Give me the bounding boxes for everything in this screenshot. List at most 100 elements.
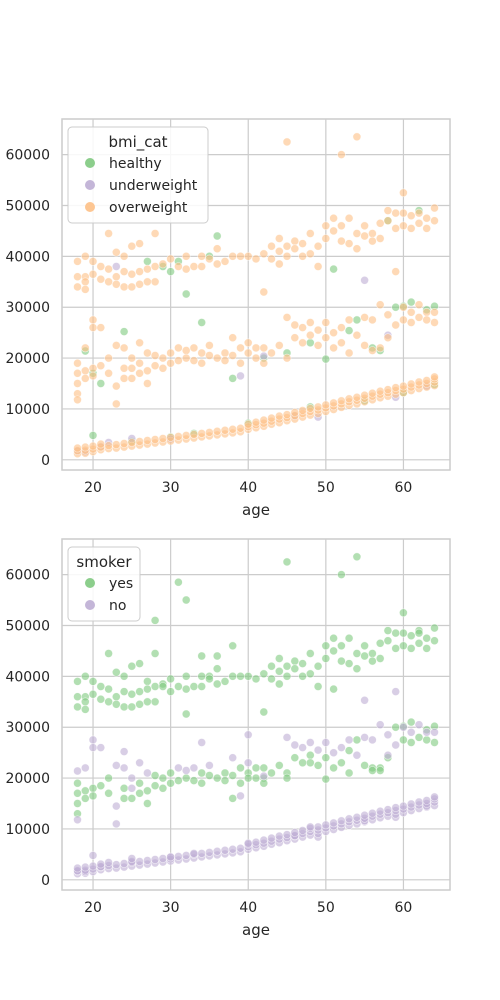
- data-point-overweight: [383, 385, 393, 394]
- y-tick-label: 20000: [5, 351, 50, 367]
- data-point-yes: [344, 633, 354, 643]
- data-point-overweight: [360, 221, 369, 231]
- data-point-overweight: [135, 338, 144, 348]
- data-point-overweight: [329, 343, 338, 353]
- data-point-yes: [143, 799, 152, 808]
- data-point-overweight: [228, 351, 237, 360]
- data-point-no: [228, 844, 237, 854]
- data-point-yes: [298, 671, 307, 681]
- data-point-overweight: [399, 302, 408, 312]
- y-tick-label: 50000: [5, 198, 50, 214]
- data-point-overweight: [88, 371, 98, 381]
- data-point-yes: [119, 794, 129, 803]
- data-point-overweight: [259, 249, 269, 259]
- data-point-overweight: [174, 262, 183, 271]
- data-point-no: [383, 805, 393, 814]
- data-point-overweight: [243, 419, 253, 429]
- data-point-overweight: [305, 330, 315, 340]
- data-point-overweight: [399, 315, 408, 325]
- data-point-yes: [282, 661, 292, 671]
- data-point-yes: [119, 687, 129, 696]
- data-point-no: [119, 859, 129, 868]
- data-point-overweight: [422, 307, 432, 317]
- data-point-overweight: [422, 224, 432, 233]
- data-point-overweight: [197, 358, 206, 368]
- data-point-healthy: [119, 327, 129, 336]
- data-point-overweight: [158, 353, 168, 363]
- data-point-yes: [414, 638, 424, 648]
- data-point-underweight: [360, 275, 369, 285]
- data-point-yes: [243, 671, 253, 681]
- data-point-overweight: [290, 333, 300, 343]
- data-point-overweight: [243, 338, 253, 348]
- data-point-overweight: [313, 262, 323, 271]
- data-point-overweight: [112, 341, 121, 350]
- data-point-overweight: [274, 259, 284, 269]
- data-point-no: [135, 758, 144, 768]
- data-point-yes: [104, 649, 113, 658]
- data-point-overweight: [267, 241, 276, 251]
- data-point-overweight: [150, 229, 160, 238]
- data-point-overweight: [88, 257, 98, 266]
- data-point-overweight: [166, 358, 175, 368]
- y-tick-label: 0: [41, 453, 50, 469]
- data-point-overweight: [391, 267, 401, 276]
- y-tick-label: 60000: [5, 148, 50, 164]
- data-point-yes: [368, 649, 377, 658]
- data-point-yes: [181, 684, 191, 694]
- data-point-overweight: [290, 244, 300, 253]
- data-point-yes: [251, 674, 261, 684]
- data-point-healthy: [344, 326, 354, 335]
- data-point-healthy: [406, 297, 416, 307]
- data-point-yes: [212, 773, 222, 783]
- data-point-overweight: [189, 356, 199, 365]
- data-point-overweight: [150, 262, 160, 271]
- data-point-overweight: [150, 361, 160, 371]
- data-point-yes: [321, 774, 331, 784]
- data-point-yes: [329, 763, 338, 773]
- data-point-overweight: [212, 244, 222, 253]
- data-point-overweight: [166, 433, 175, 442]
- data-point-yes: [352, 664, 362, 674]
- data-point-overweight: [282, 137, 292, 147]
- data-point-overweight: [352, 244, 362, 253]
- data-point-yes: [329, 684, 338, 694]
- data-point-no: [81, 862, 90, 872]
- data-point-overweight: [127, 374, 137, 383]
- data-point-overweight: [81, 366, 90, 376]
- data-point-overweight: [119, 439, 129, 448]
- data-point-no: [174, 852, 183, 861]
- data-point-yes: [243, 773, 253, 783]
- data-point-overweight: [158, 259, 168, 269]
- data-point-yes: [406, 717, 416, 727]
- data-point-yes: [383, 626, 393, 635]
- data-point-healthy: [197, 318, 206, 327]
- data-point-no: [267, 833, 276, 843]
- data-point-yes: [197, 778, 206, 788]
- data-point-yes: [150, 781, 160, 791]
- data-point-no: [274, 831, 284, 841]
- data-point-yes: [135, 687, 144, 696]
- data-point-no: [143, 768, 152, 778]
- chart-panel-1: 20 30 40 50 60 0 10000 20000 30000 40000 50000 6000…: [5, 118, 451, 519]
- data-point-no: [375, 806, 385, 816]
- data-point-yes: [150, 697, 160, 707]
- data-point-overweight: [81, 374, 90, 383]
- data-point-no: [127, 854, 137, 863]
- data-point-yes: [73, 677, 82, 686]
- data-point-healthy: [166, 267, 175, 276]
- data-point-no: [399, 801, 408, 811]
- data-point-overweight: [337, 150, 346, 159]
- data-point-overweight: [81, 442, 90, 452]
- data-point-no: [112, 860, 121, 869]
- data-point-overweight: [313, 341, 323, 350]
- data-point-yes: [197, 671, 206, 681]
- data-point-no: [189, 849, 199, 858]
- data-point-overweight: [96, 274, 106, 284]
- data-point-overweight: [259, 358, 269, 368]
- data-point-yes: [228, 641, 237, 651]
- data-point-no: [344, 735, 354, 745]
- data-point-overweight: [406, 211, 416, 220]
- data-point-overweight: [430, 203, 439, 213]
- data-point-yes: [251, 763, 261, 773]
